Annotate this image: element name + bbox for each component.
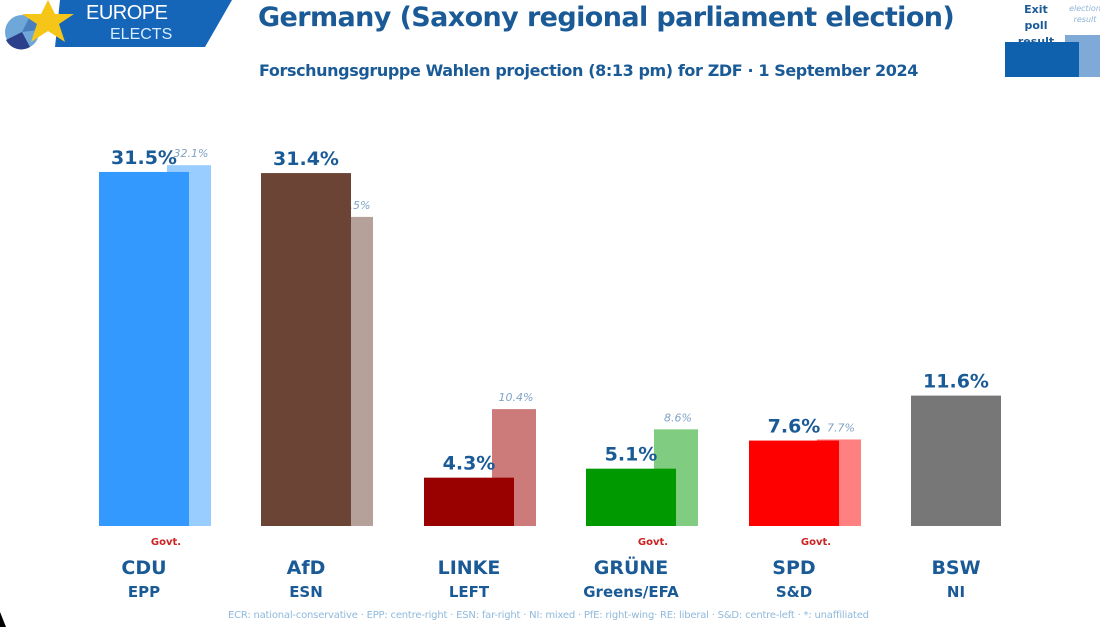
legend-swatch-election: [1065, 35, 1079, 42]
logo-pie-slice: [6, 32, 30, 50]
chart-subtitle: Forschungsgruppe Wahlen projection (8:13…: [259, 61, 918, 80]
bar-exit-poll-cdu: [99, 171, 189, 526]
label-exit-poll-linke: 4.3%: [443, 453, 496, 475]
label-election-result-spd: 7.7%: [827, 421, 855, 434]
group-label-afd: ESN: [289, 583, 323, 601]
label-election-result-grüne: 8.6%: [664, 411, 692, 424]
group-label-bsw: NI: [947, 583, 965, 601]
bar-exit-poll-grüne: [586, 468, 676, 526]
legend-election-label: election result: [1069, 4, 1100, 24]
bar-exit-poll-spd: [749, 440, 839, 526]
group-label-linke: LEFT: [449, 583, 490, 601]
logo-text-europe: EUROPE: [86, 2, 168, 24]
govt-label: Govt.: [638, 537, 668, 548]
logo-graphic: [5, 0, 232, 50]
europe-elects-logo: EUROPE ELECTS: [0, 0, 240, 50]
label-election-result-linke: 10.4%: [499, 391, 534, 404]
group-label-grüne: Greens/EFA: [583, 583, 679, 601]
chart-title: Germany (Saxony regional parliament elec…: [258, 2, 955, 33]
bar-exit-poll-bsw: [911, 395, 1001, 526]
corner-artifact: [0, 612, 6, 627]
party-label-grüne: GRÜNE: [594, 555, 669, 579]
party-label-cdu: CDU: [121, 557, 166, 579]
label-exit-poll-afd: 31.4%: [273, 148, 339, 170]
bar-exit-poll-afd: [261, 173, 351, 526]
label-exit-poll-cdu: 31.5%: [111, 147, 177, 169]
label-exit-poll-grüne: 5.1%: [605, 444, 658, 466]
govt-label: Govt.: [801, 537, 831, 548]
footnote: ECR: national-conservative · EPP: centre…: [228, 610, 869, 621]
label-exit-poll-bsw: 11.6%: [923, 371, 989, 393]
label-exit-poll-spd: 7.6%: [768, 416, 821, 438]
bar-exit-poll-linke: [424, 477, 514, 526]
group-label-cdu: EPP: [128, 583, 160, 601]
party-label-bsw: BSW: [931, 557, 980, 579]
group-label-spd: S&D: [776, 583, 812, 601]
party-label-linke: LINKE: [438, 557, 501, 579]
legend-swatch-exit-poll: [1005, 42, 1079, 77]
star-icon: [22, 0, 74, 42]
party-label-afd: AfD: [287, 557, 326, 579]
label-election-result-cdu: 32.1%: [174, 147, 209, 160]
logo-banner: [55, 0, 232, 47]
legend: Exit poll result election result: [1005, 0, 1100, 80]
logo-text-elects: ELECTS: [110, 26, 173, 43]
party-label-spd: SPD: [772, 557, 815, 579]
legend-swatch-election: [1079, 35, 1100, 77]
govt-label: Govt.: [151, 537, 181, 548]
